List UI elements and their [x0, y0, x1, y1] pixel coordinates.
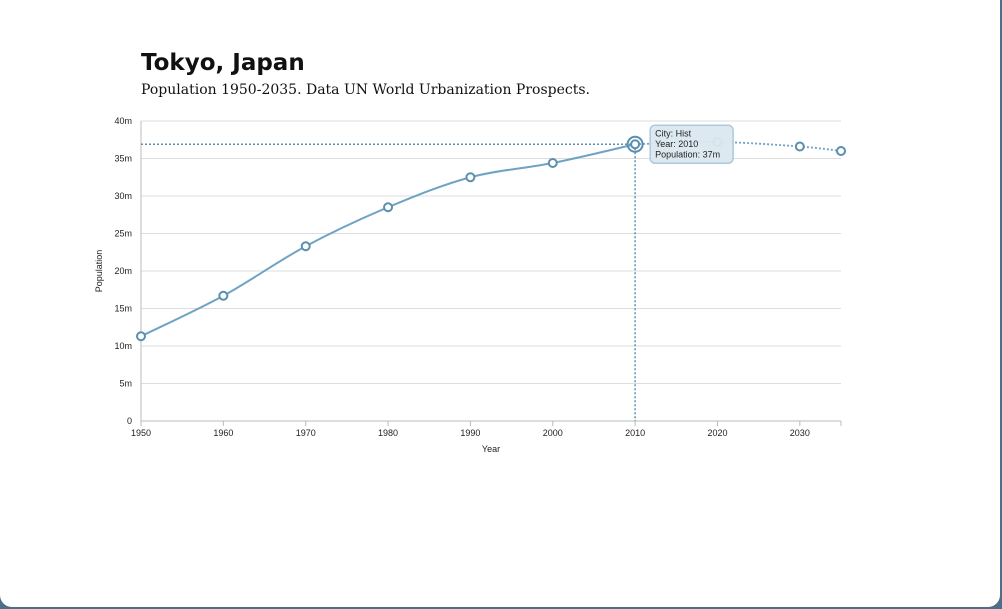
data-point[interactable] [630, 139, 641, 150]
data-point[interactable] [794, 141, 805, 152]
tooltip-year: Year: 2010 [655, 139, 698, 149]
tooltip-city: City: Hist [655, 128, 691, 138]
y-tick-label: 10m [114, 341, 132, 351]
x-tick-label: 1990 [460, 428, 480, 438]
history-line [140, 143, 636, 338]
tooltip: City: Hist Year: 2010 Population: 37m [649, 124, 734, 164]
y-tick-label: 35m [114, 154, 132, 164]
data-point[interactable] [136, 331, 146, 342]
y-tick-label: 15m [114, 304, 132, 314]
chart-title: Tokyo, Japan [141, 50, 305, 76]
x-tick-label: 2010 [625, 428, 645, 438]
y-axis-title: Population [94, 250, 104, 293]
y-tick-label: 5m [119, 379, 132, 389]
data-point[interactable] [383, 202, 394, 213]
y-tick-label: 40m [114, 116, 132, 126]
x-tick-label: 1980 [378, 428, 398, 438]
gridlines [141, 120, 841, 384]
x-tick-label: 2020 [707, 428, 727, 438]
y-tick-label: 20m [114, 266, 132, 276]
data-points[interactable] [136, 135, 846, 342]
y-tick-label: 30m [114, 191, 132, 201]
x-tick-label: 2000 [543, 428, 563, 438]
data-point[interactable] [836, 146, 846, 156]
y-tick-label: 25m [114, 229, 132, 239]
tooltip-population: Population: 37m [655, 149, 720, 159]
crosshair [141, 143, 636, 421]
data-point[interactable] [465, 172, 476, 183]
x-tick-label: 1970 [296, 428, 316, 438]
data-point[interactable] [547, 158, 558, 168]
x-axis-title: Year [482, 444, 500, 454]
data-point[interactable] [218, 290, 229, 301]
axes: 0 5m 10m 15m 20m 25m 30m 35m 40m 1950 1960 1970 1980… [114, 116, 842, 438]
x-tick-label: 1950 [131, 428, 151, 438]
series-lines [140, 141, 842, 338]
x-tick-label: 2030 [790, 428, 810, 438]
tooltip-box [649, 124, 734, 164]
x-tick-label: 1960 [213, 428, 233, 438]
chart-subtitle: Population 1950-2035. Data UN World Urba… [141, 82, 591, 98]
data-point[interactable] [300, 241, 311, 252]
highlight-ring[interactable] [626, 135, 644, 153]
y-tick-label: 0 [127, 416, 132, 426]
